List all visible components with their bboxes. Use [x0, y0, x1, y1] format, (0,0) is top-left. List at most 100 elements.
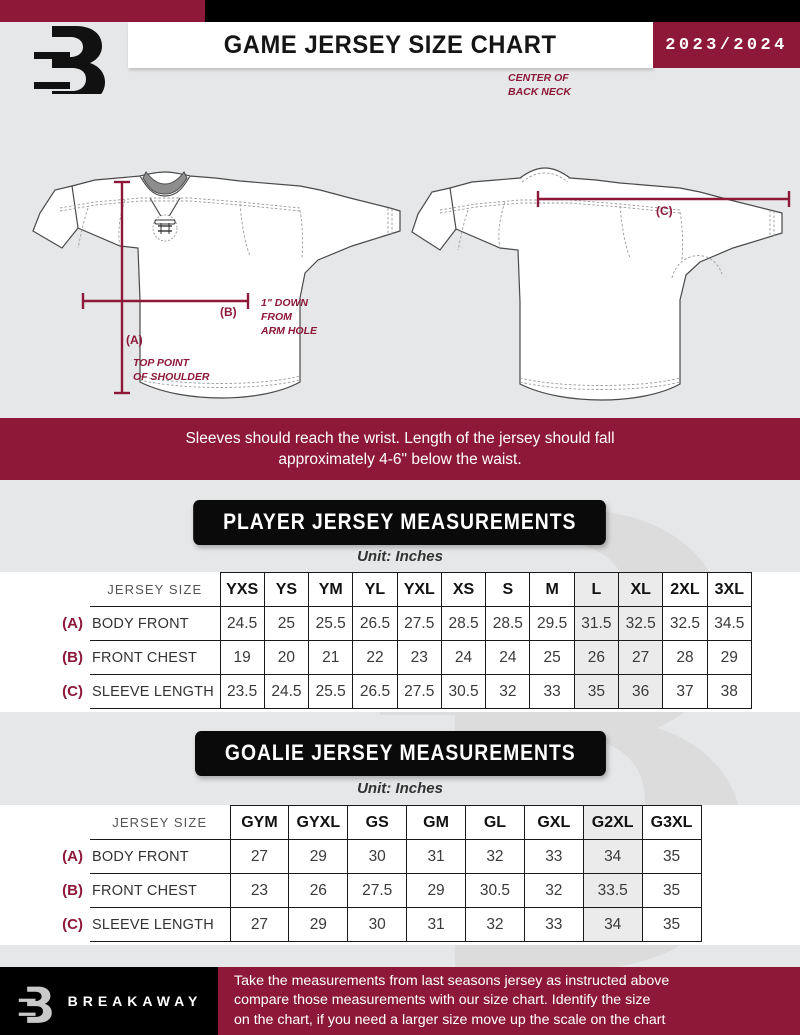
cell-2-10: 37	[662, 674, 708, 709]
table-header-row: JERSEY SIZE GYM GYXL GS GM GL GXL G2XL G3XL	[48, 805, 760, 840]
size-header-GM: GM	[406, 805, 466, 840]
page-footer: BREAKAWAY Take the measurements from las…	[0, 967, 800, 1035]
cell-2-3: 31	[406, 907, 466, 942]
breakaway-b-logo-icon	[34, 26, 105, 94]
table-row: (C) SLEEVE LENGTH 27 29 30 31 32 33 34 35	[48, 907, 760, 942]
table-row: (A) BODY FRONT 24.5 25 25.5 26.5 27.5 28.5 28.5 2…	[48, 606, 753, 641]
cell-0-1: 29	[288, 839, 349, 874]
cell-0-7: 29.5	[529, 606, 575, 641]
cell-1-5: 24	[440, 640, 487, 675]
cell-0-9: 32.5	[618, 606, 664, 641]
cell-0-5: 28.5	[440, 606, 487, 641]
goalie-measurements-table: JERSEY SIZE GYM GYXL GS GM GL GXL G2XL G3XL (A) BO…	[48, 805, 760, 942]
size-header-G2XL: G2XL	[582, 805, 643, 840]
size-header-3XL: 3XL	[706, 572, 753, 607]
player-table-band: JERSEY SIZE YXS YS YM YL YXL XS S M L XL 2XL 3XL (A) B…	[0, 572, 800, 712]
front-label-a-note-1: TOP POINT	[133, 357, 191, 369]
cell-2-11: 38	[706, 674, 753, 709]
back-label-c-note-2: BACK NECK	[508, 86, 572, 98]
size-header-GL: GL	[465, 805, 525, 840]
footer-line3: on the chart, if you need a larger size …	[234, 1011, 666, 1028]
season-badge: 2023/2024	[653, 22, 800, 68]
footer-instructions: Take the measurements from last seasons …	[218, 967, 800, 1035]
cell-0-1: 25	[263, 606, 310, 641]
cell-0-2: 25.5	[308, 606, 354, 641]
top-strip	[0, 0, 800, 22]
cell-1-7: 25	[529, 640, 575, 675]
row-name-1: FRONT CHEST	[90, 873, 231, 908]
row-name-0: BODY FRONT	[90, 839, 231, 874]
size-header-M: M	[529, 572, 575, 607]
cell-0-2: 30	[347, 839, 408, 874]
season-badge-text: 2023/2024	[665, 35, 788, 55]
cell-1-4: 23	[396, 640, 442, 675]
table-header-row: JERSEY SIZE YXS YS YM YL YXL XS S M L XL 2XL 3XL	[48, 572, 753, 607]
jersey-diagram: .ol { fill:#fff; stroke:#4a4a4a; stroke-…	[32, 72, 791, 401]
row-name-0: BODY FRONT	[90, 606, 221, 641]
row-name-1: FRONT CHEST	[90, 640, 221, 675]
cell-1-11: 29	[706, 640, 753, 675]
footer-brand-name: BREAKAWAY	[67, 993, 203, 1009]
breakaway-b-logo-icon	[18, 986, 52, 1023]
cell-1-3: 22	[352, 640, 398, 675]
spacer-cell	[48, 806, 90, 840]
footer-line1: Take the measurements from last seasons …	[234, 972, 670, 989]
row-name-2: SLEEVE LENGTH	[90, 674, 221, 709]
player-section-header: PLAYER JERSEY MEASUREMENTS	[0, 500, 800, 545]
cell-0-8	[701, 840, 760, 874]
player-unit-label: Unit: Inches	[357, 548, 443, 565]
cell-2-9: 36	[618, 674, 664, 709]
cell-1-7: 35	[641, 873, 702, 908]
player-measurements-table: JERSEY SIZE YXS YS YM YL YXL XS S M L XL 2XL 3XL (A) B…	[48, 572, 753, 709]
size-header-empty	[701, 806, 760, 840]
cell-2-7: 33	[529, 674, 575, 709]
cell-1-9: 27	[618, 640, 664, 675]
cell-1-10: 28	[662, 640, 708, 675]
cell-1-0: 23	[229, 873, 290, 908]
table-row: (B) FRONT CHEST 19 20 21 22 23 24 24 25 26 27 28 29	[48, 640, 753, 675]
fit-note-line1: Sleeves should reach the wrist. Length o…	[185, 430, 615, 447]
size-header-G3XL: G3XL	[641, 805, 702, 840]
size-header-GXL: GXL	[523, 805, 584, 840]
cell-1-4: 30.5	[465, 873, 525, 908]
cell-0-8: 31.5	[573, 606, 620, 641]
cell-2-5: 30.5	[440, 674, 487, 709]
cell-1-6: 33.5	[582, 873, 643, 908]
goalie-table-band: JERSEY SIZE GYM GYXL GS GM GL GXL G2XL G3XL (A) BO…	[0, 805, 800, 945]
goalie-section-title: GOALIE JERSEY MEASUREMENTS	[194, 731, 606, 776]
size-header-GYXL: GYXL	[288, 805, 349, 840]
cell-0-7: 35	[641, 839, 702, 874]
cell-0-10: 32.5	[662, 606, 708, 641]
cell-0-3: 26.5	[352, 606, 398, 641]
size-header-XS: XS	[440, 572, 487, 607]
fit-note-band: Sleeves should reach the wrist. Length o…	[0, 418, 800, 480]
front-label-b-note-1: 1" DOWN	[261, 297, 308, 309]
cell-0-4: 27.5	[396, 606, 442, 641]
cell-2-0: 27	[229, 907, 290, 942]
cell-1-8	[701, 874, 760, 908]
size-header-GS: GS	[347, 805, 408, 840]
page-title-text: GAME JERSEY SIZE CHART	[224, 30, 557, 59]
table-row: (A) BODY FRONT 27 29 30 31 32 33 34 35	[48, 839, 760, 874]
cell-0-5: 33	[523, 839, 584, 874]
goalie-section-header: GOALIE JERSEY MEASUREMENTS	[0, 731, 800, 776]
cell-1-6: 24	[485, 640, 531, 675]
cell-0-4: 32	[465, 839, 525, 874]
table-row: (C) SLEEVE LENGTH 23.5 24.5 25.5 26.5 27.5 30.5…	[48, 674, 753, 709]
cell-1-0: 19	[219, 640, 265, 675]
cell-2-7: 35	[641, 907, 702, 942]
back-label-c: (C)	[656, 204, 673, 218]
size-header-S: S	[485, 572, 531, 607]
cell-2-3: 26.5	[352, 674, 398, 709]
size-header-2XL: 2XL	[662, 572, 708, 607]
size-header-YXS: YXS	[219, 572, 265, 607]
cell-1-1: 20	[263, 640, 310, 675]
table-row: (B) FRONT CHEST 23 26 27.5 29 30.5 32 33.5 35	[48, 873, 760, 908]
front-label-a-note-2: OF SHOULDER	[133, 371, 210, 383]
cell-2-6: 32	[485, 674, 531, 709]
cell-1-2: 21	[308, 640, 354, 675]
row-tag-1: (B)	[62, 882, 83, 899]
page-title: GAME JERSEY SIZE CHART	[128, 22, 653, 68]
cell-2-4: 27.5	[396, 674, 442, 709]
cell-2-6: 34	[582, 907, 643, 942]
